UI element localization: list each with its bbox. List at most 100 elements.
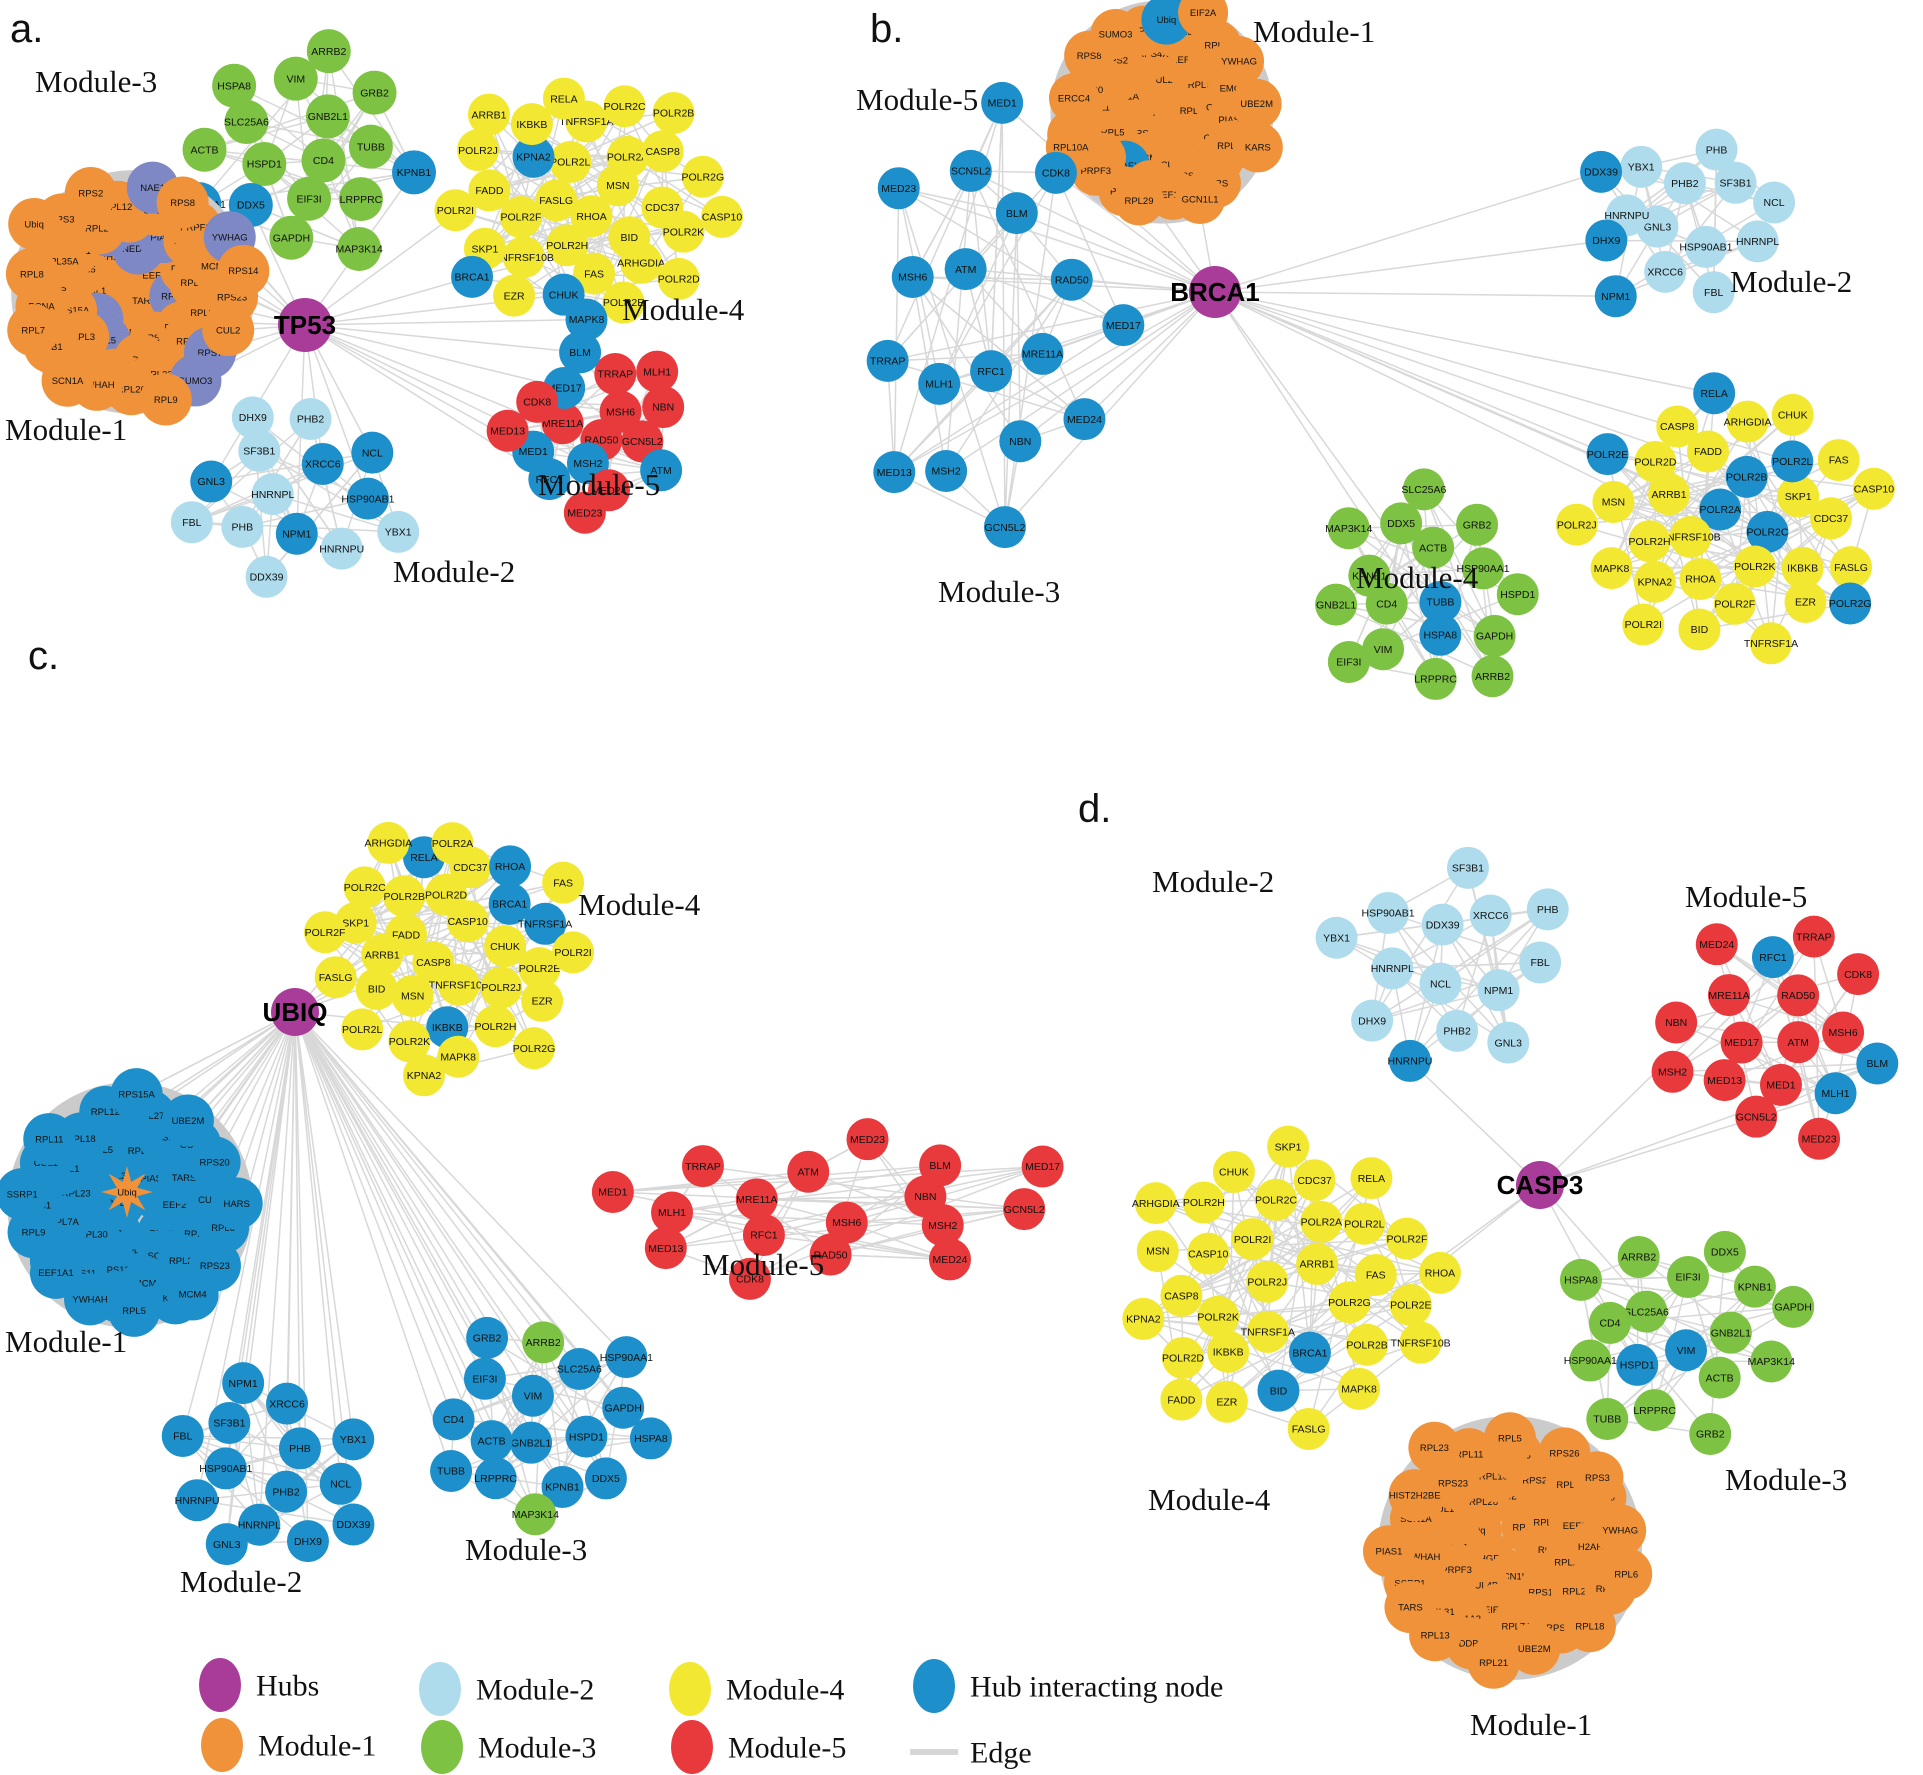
node-ncl[interactable]: NCL <box>319 1462 362 1505</box>
node-polr2j[interactable]: POLR2J <box>457 129 500 172</box>
node-kpna2[interactable]: KPNA2 <box>1122 1297 1165 1340</box>
node-rps8[interactable]: RPS8 <box>156 176 209 229</box>
node-med23[interactable]: MED23 <box>877 167 920 210</box>
node-casp8[interactable]: CASP8 <box>641 130 684 173</box>
node-xrcc6[interactable]: XRCC6 <box>1469 894 1512 937</box>
node-skp1[interactable]: SKP1 <box>1267 1125 1310 1168</box>
node-rpl18[interactable]: RPL18 <box>1563 1600 1616 1653</box>
node-kpna2[interactable]: KPNA2 <box>1633 560 1676 603</box>
node-arhgdia[interactable]: ARHGDIA <box>1132 1182 1180 1225</box>
node-polr2e[interactable]: POLR2E <box>1586 433 1629 476</box>
node-casp8[interactable]: CASP8 <box>1656 405 1699 448</box>
node-gcn5l2[interactable]: GCN5L2 <box>1735 1095 1778 1138</box>
node-ezr[interactable]: EZR <box>493 274 536 317</box>
node-ubiq[interactable]: Ubiq <box>8 197 61 250</box>
node-ddx39[interactable]: DDX39 <box>245 555 288 598</box>
node-polr2f[interactable]: POLR2F <box>1385 1217 1428 1260</box>
node-blm[interactable]: BLM <box>919 1144 962 1187</box>
node-hsp90aa1[interactable]: HSP90AA1 <box>600 1336 653 1379</box>
node-med1[interactable]: MED1 <box>591 1171 634 1214</box>
node-polr2i[interactable]: POLR2I <box>1231 1218 1274 1261</box>
node-med24[interactable]: MED24 <box>928 1238 971 1281</box>
node-hspd1[interactable]: HSPD1 <box>565 1415 608 1458</box>
node-polr2l[interactable]: POLR2L <box>1343 1202 1386 1245</box>
node-polr2c[interactable]: POLR2C <box>604 85 646 128</box>
node-arrb2[interactable]: ARRB2 <box>522 1321 565 1364</box>
node-faslg[interactable]: FASLG <box>314 956 357 999</box>
node-polr2c[interactable]: POLR2C <box>344 866 386 909</box>
node-tnfrsf10b[interactable]: TNFRSF10B <box>1391 1321 1451 1364</box>
node-atm[interactable]: ATM <box>787 1150 830 1193</box>
node-rpl11[interactable]: RPL11 <box>23 1113 76 1166</box>
node-chuk[interactable]: CHUK <box>484 925 527 968</box>
node-cdk8[interactable]: CDK8 <box>1837 953 1880 996</box>
node-blm[interactable]: BLM <box>559 331 602 374</box>
node-med13[interactable]: MED13 <box>486 409 529 452</box>
hub-tp53[interactable]: TP53 <box>274 298 336 352</box>
node-blm[interactable]: BLM <box>995 192 1038 235</box>
node-scn1a[interactable]: SCN1A <box>41 354 94 407</box>
node-fas[interactable]: FAS <box>1354 1254 1397 1297</box>
node-msh6[interactable]: MSH6 <box>1822 1011 1865 1054</box>
node-polr2b[interactable]: POLR2B <box>652 91 695 134</box>
node-hspa8[interactable]: HSPA8 <box>1559 1258 1602 1301</box>
node-polr2f[interactable]: POLR2F <box>304 911 347 954</box>
node-gnl3[interactable]: GNL3 <box>205 1523 248 1566</box>
node-rpl7[interactable]: RPL7 <box>7 304 60 357</box>
node-tubb[interactable]: TUBB <box>348 124 393 169</box>
node-polr2b[interactable]: POLR2B <box>383 875 426 918</box>
node-rad50[interactable]: RAD50 <box>1050 258 1093 301</box>
node-mlh1[interactable]: MLH1 <box>1814 1072 1857 1115</box>
node-rpl21[interactable]: RPL21 <box>1467 1636 1520 1689</box>
node-polr2i[interactable]: POLR2I <box>552 931 595 974</box>
node-fadd[interactable]: FADD <box>1160 1378 1203 1421</box>
node-map3k14[interactable]: MAP3K14 <box>1748 1340 1795 1383</box>
node-gnl3[interactable]: GNL3 <box>190 460 233 503</box>
node-ncl[interactable]: NCL <box>1753 181 1796 224</box>
node-polr2a[interactable]: POLR2A <box>606 135 649 178</box>
node-rps15a[interactable]: RPS15A <box>110 1068 163 1121</box>
node-polr2g[interactable]: POLR2G <box>1829 582 1872 625</box>
node-kpna2[interactable]: KPNA2 <box>403 1054 446 1097</box>
node-ddx5[interactable]: DDX5 <box>584 1457 627 1500</box>
node-msn[interactable]: MSN <box>1136 1230 1179 1273</box>
node-polr2i[interactable]: POLR2I <box>1622 603 1665 646</box>
node-lrpprc[interactable]: LRPPRC <box>338 177 383 222</box>
node-rpl29[interactable]: RPL29 <box>1113 175 1164 226</box>
node-tubb[interactable]: TUBB <box>1586 1398 1629 1441</box>
node-polr2b[interactable]: POLR2B <box>1346 1323 1389 1366</box>
node-mre11a[interactable]: MRE11A <box>1707 974 1750 1017</box>
node-chuk[interactable]: CHUK <box>1771 393 1814 436</box>
node-polr2h[interactable]: POLR2H <box>1629 520 1671 563</box>
node-phb2[interactable]: PHB2 <box>265 1470 308 1513</box>
node-polr2g[interactable]: POLR2G <box>513 1027 556 1070</box>
node-gapdh[interactable]: GAPDH <box>1772 1285 1815 1328</box>
node-atm[interactable]: ATM <box>944 248 987 291</box>
node-kpnb1[interactable]: KPNB1 <box>392 150 437 195</box>
node-msn[interactable]: MSN <box>1592 480 1635 523</box>
node-rela[interactable]: RELA <box>1350 1157 1393 1200</box>
node-rhoa[interactable]: RHOA <box>1679 558 1722 601</box>
node-med17[interactable]: MED17 <box>1720 1021 1763 1064</box>
node-npm1[interactable]: NPM1 <box>1594 275 1637 318</box>
node-rps3[interactable]: RPS3 <box>1571 1451 1624 1504</box>
node-fbl[interactable]: FBL <box>1692 271 1735 314</box>
hub-casp3[interactable]: CASP3 <box>1497 1161 1584 1209</box>
node-cd4[interactable]: CD4 <box>301 138 346 183</box>
node-mcm4[interactable]: MCM4 <box>166 1268 219 1321</box>
node-msn[interactable]: MSN <box>391 974 434 1017</box>
node-polr2f[interactable]: POLR2F <box>1713 582 1756 625</box>
node-mlh1[interactable]: MLH1 <box>651 1191 694 1234</box>
node-rad50[interactable]: RAD50 <box>1777 974 1820 1017</box>
node-gnb2l1[interactable]: GNB2L1 <box>510 1421 553 1464</box>
node-rpl23[interactable]: RPL23 <box>1408 1421 1461 1474</box>
node-casp10[interactable]: CASP10 <box>1852 467 1895 510</box>
node-msh6[interactable]: MSH6 <box>891 256 934 299</box>
hub-brca1[interactable]: BRCA1 <box>1170 266 1260 318</box>
node-ddx39[interactable]: DDX39 <box>1421 903 1464 946</box>
node-npm1[interactable]: NPM1 <box>222 1362 265 1405</box>
node-vim[interactable]: VIM <box>1665 1329 1708 1372</box>
node-tars[interactable]: TARS <box>1384 1581 1437 1634</box>
node-trrap[interactable]: TRRAP <box>681 1145 724 1188</box>
node-med17[interactable]: MED17 <box>1102 304 1145 347</box>
